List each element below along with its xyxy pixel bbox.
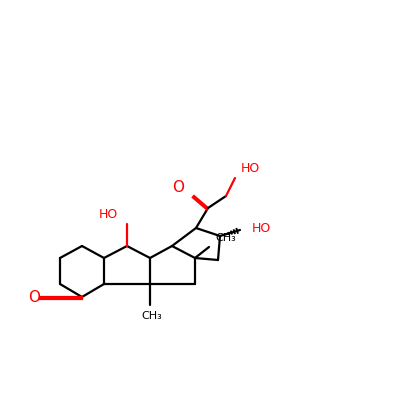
Text: CH₃: CH₃ [142, 311, 162, 321]
Text: CH₃: CH₃ [215, 233, 236, 243]
Text: HO: HO [252, 222, 271, 234]
Text: O: O [172, 180, 184, 196]
Text: HO: HO [99, 208, 118, 220]
Text: HO: HO [241, 162, 260, 176]
Text: O: O [28, 290, 40, 304]
